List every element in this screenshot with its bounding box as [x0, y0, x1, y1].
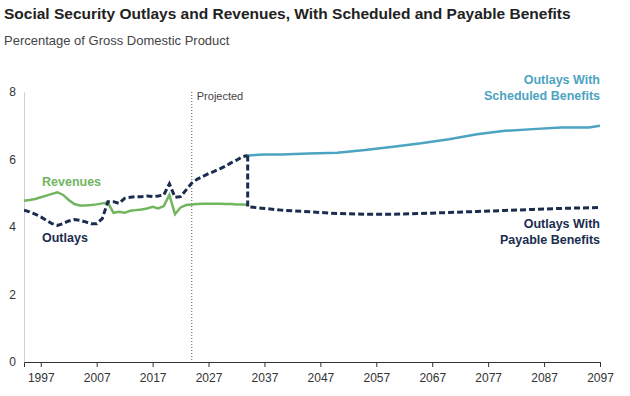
chart: Social Security Outlays and Revenues, Wi… [0, 0, 630, 396]
x-tick-mark [600, 362, 601, 367]
x-tick-mark [376, 362, 377, 367]
x-tick-mark [264, 362, 265, 367]
series-line [248, 126, 600, 156]
x-tick-mark [488, 362, 489, 367]
y-tick: 8 [9, 85, 24, 99]
title: Social Security Outlays and Revenues, Wi… [4, 5, 571, 22]
x-tick: 2097 [587, 362, 614, 385]
y-tick-label: 4 [9, 220, 16, 234]
y-tick-label: 2 [9, 288, 16, 302]
lines [24, 126, 600, 226]
series-line [248, 155, 600, 214]
y-tick: 6 [9, 153, 24, 167]
series-label: Outlays WithPayable Benefits [500, 217, 600, 247]
x-tick: 2037 [252, 362, 279, 385]
x-tick-label: 2047 [308, 371, 335, 385]
y-tick-label: 0 [9, 355, 16, 369]
x-tick: 2047 [308, 362, 335, 385]
x-tick: 2067 [419, 362, 446, 385]
x-tick: 2017 [140, 362, 167, 385]
y-axis-line [24, 93, 25, 363]
x-tick-label: 2067 [419, 371, 446, 385]
y-tick: 4 [9, 220, 24, 234]
x-axis: 1997 2007 2017 2027 2037 2047 2057 2067 2077 2087… [25, 362, 615, 385]
x-tick-label: 2007 [84, 371, 111, 385]
series-label: Outlays [42, 231, 88, 245]
x-tick: 1997 [28, 362, 55, 385]
divider-line [191, 92, 192, 362]
x-tick: 2027 [196, 362, 223, 385]
y-tick: 0 [9, 355, 24, 369]
series-labels: Revenues Outlays Outlays WithScheduled Ben… [42, 73, 600, 247]
x-tick-mark [209, 362, 210, 367]
annotation-label: Projected [197, 90, 243, 102]
x-tick-label: 2017 [140, 371, 167, 385]
y-tick: 2 [9, 288, 24, 302]
x-tick: 2057 [363, 362, 390, 385]
series-label: Outlays WithScheduled Benefits [484, 73, 600, 103]
x-tick: 2077 [475, 362, 502, 385]
y-tick-label: 8 [9, 85, 16, 99]
x-tick-mark [320, 362, 321, 367]
series-label: Revenues [42, 175, 101, 189]
x-tick-mark [544, 362, 545, 367]
y-tick-label: 6 [9, 153, 16, 167]
x-tick-label: 2097 [587, 371, 614, 385]
subtitle: Percentage of Gross Domestic Product [4, 33, 230, 48]
x-tick-mark [97, 362, 98, 367]
x-tick-mark [153, 362, 154, 367]
x-tick: 2007 [84, 362, 111, 385]
x-tick-mark [432, 362, 433, 367]
x-tick-label: 2077 [475, 371, 502, 385]
x-tick: 2087 [531, 362, 558, 385]
series-line [24, 155, 248, 225]
x-tick-label: 2057 [363, 371, 390, 385]
x-tick-label: 2087 [531, 371, 558, 385]
annotations: Projected [192, 90, 243, 362]
x-tick-label: 2037 [252, 371, 279, 385]
y-axis: 0 2 4 6 8 [9, 85, 24, 369]
x-tick-mark [41, 362, 42, 367]
series-line [24, 192, 248, 214]
x-axis-line [25, 363, 601, 368]
x-tick-label: 1997 [28, 371, 55, 385]
x-tick-label: 2027 [196, 371, 223, 385]
